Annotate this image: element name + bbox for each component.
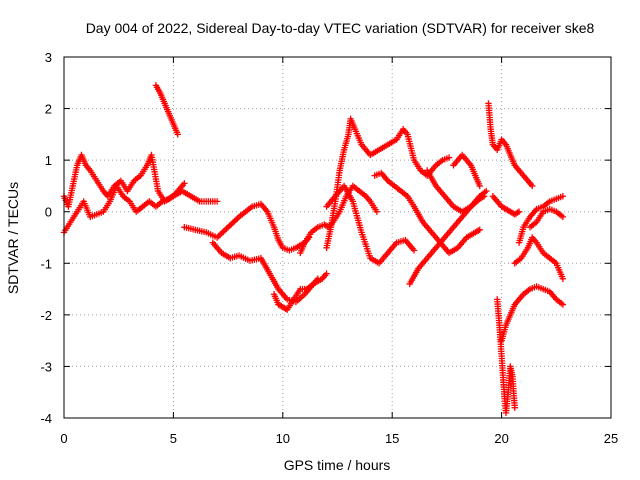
data-point [559,301,567,308]
grid [64,57,611,418]
series-trace-15 [489,193,523,218]
y-tick-label: 0 [45,205,52,220]
data-point [323,270,330,277]
data-point [476,182,483,190]
data-point [475,227,482,234]
data-point [514,209,521,216]
y-tick-label: 2 [45,102,52,117]
data-point [511,404,518,411]
data-point [224,223,232,231]
series-trace-16 [494,296,518,417]
data-point [213,198,221,205]
data-point [220,228,227,235]
data-point [174,131,181,138]
data-point [483,187,490,195]
data-point [223,225,230,232]
series-trace-20 [526,205,567,231]
data-point [515,208,523,215]
x-tick-label: 10 [276,431,290,446]
axis-ticks: 0 5 10 15 20 25 -4 -3 -2 -1 0 1 2 3 [40,50,618,446]
series-trace-17 [498,283,567,344]
data-point [221,226,229,234]
y-tick-label: -1 [40,256,52,271]
x-tick-label: 25 [604,431,618,446]
plot-frame [63,56,612,419]
data-point [373,208,381,215]
series-trace-19 [515,193,567,246]
y-tick-label: 1 [45,153,52,168]
data-point [218,229,226,237]
data-point [324,223,331,230]
series-trace-12 [424,167,490,215]
series-trace-18 [511,234,567,282]
data-point [228,221,235,228]
data-point [476,226,483,233]
series-trace-10 [371,169,483,257]
series-trace-9 [323,182,418,267]
data-point [215,232,222,240]
chart-title: Day 004 of 2022, Sidereal Day-to-day VTE… [86,20,595,36]
series-trace-13 [450,151,483,190]
y-axis-label: SDTVAR / TECUs [5,182,21,294]
x-tick-label: 0 [60,431,67,446]
series-trace-14 [485,100,536,190]
y-tick-label: 3 [45,50,52,65]
series-trace-5 [209,239,330,306]
x-tick-label: 15 [385,431,399,446]
series-trace-3 [152,82,181,138]
data-point [232,216,240,224]
data-point [226,222,233,229]
data-point [229,219,236,226]
data-marks [60,82,567,417]
data-point [559,193,567,200]
data-point [410,247,418,254]
data-point [559,213,567,221]
data-point [529,182,536,190]
data-point [445,154,453,161]
y-tick-label: -4 [40,411,52,426]
data-point [231,218,238,225]
x-axis-label: GPS time / hours [284,457,391,473]
data-point [559,275,567,282]
data-point [314,275,322,282]
series-trace-4 [181,200,313,254]
x-tick-label: 5 [170,431,177,446]
data-point [181,180,188,187]
x-tick-label: 20 [494,431,508,446]
series-trace-6 [270,275,322,313]
series-trace-11 [406,193,488,288]
y-tick-label: -2 [40,308,52,323]
y-tick-label: -3 [40,359,52,374]
series-trace-2 [60,180,188,236]
